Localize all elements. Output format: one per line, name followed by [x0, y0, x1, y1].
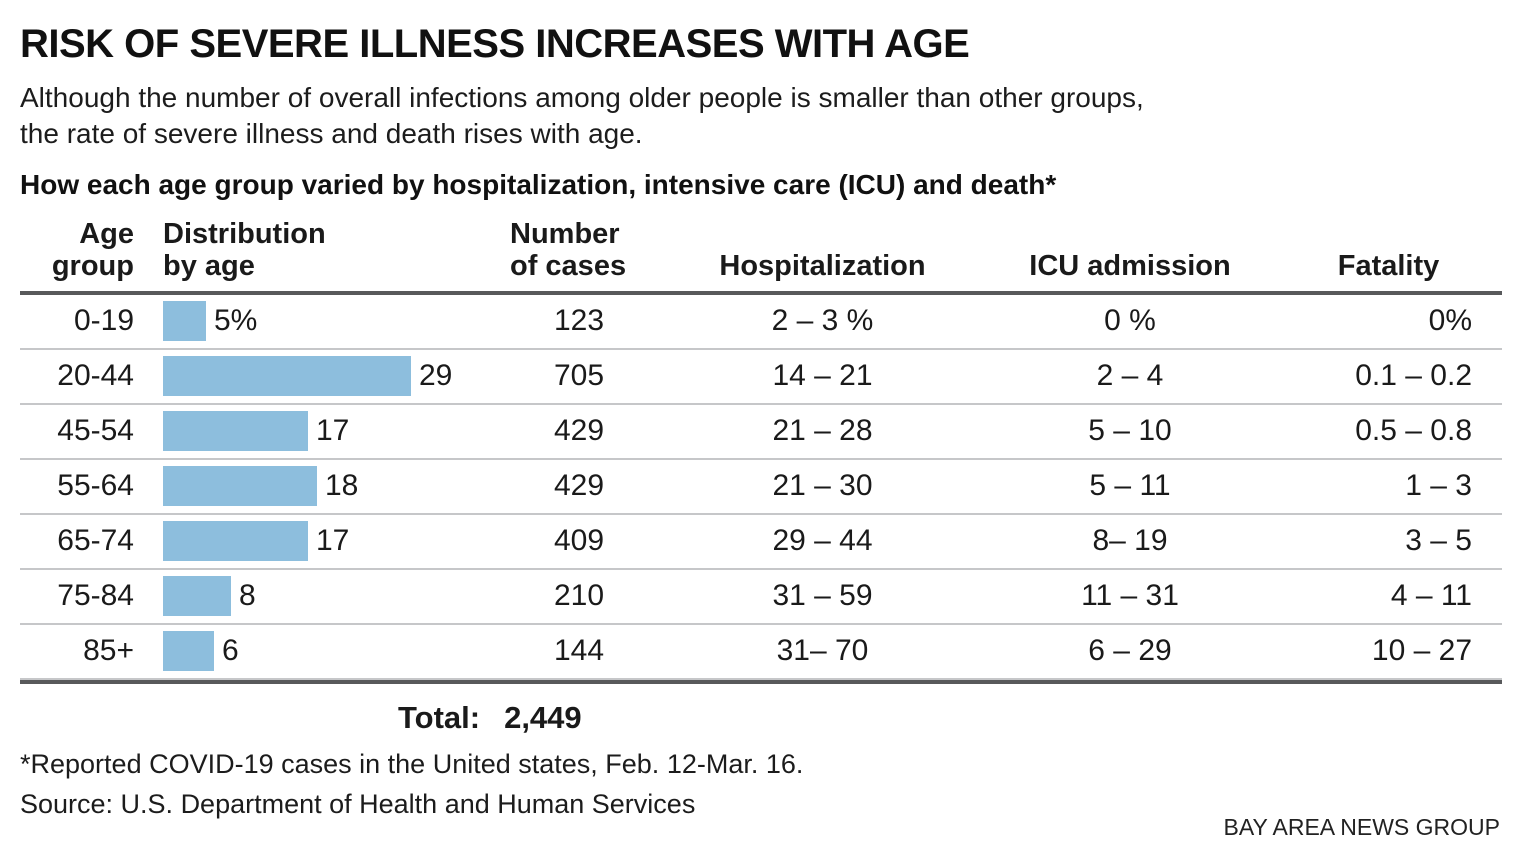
source-line: Source: U.S. Department of Health and Hu…	[20, 789, 696, 820]
footnote: *Reported COVID-19 cases in the United s…	[20, 748, 804, 779]
distribution-cell: 5%	[138, 301, 498, 342]
table-row: 75-84 8 210 31 – 59 11 – 31 4 – 11	[20, 570, 1502, 625]
infographic-page: RISK OF SEVERE ILLNESS INCREASES WITH AG…	[0, 24, 1526, 862]
age-group-label: 45-54	[57, 414, 134, 448]
hospitalization-value: 14 – 21	[772, 359, 873, 393]
hospitalization-value: 21 – 30	[772, 469, 873, 503]
age-group-label: 20-44	[57, 359, 134, 393]
cases-value: 123	[553, 304, 605, 338]
column-header-distribution: Distribution by age	[163, 217, 326, 283]
column-header-age-group: Age group	[51, 217, 134, 283]
table-row: 20-44 29 705 14 – 21 2 – 4 0.1 – 0.2	[20, 350, 1502, 405]
subtitle: Although the number of overall infection…	[20, 80, 1502, 153]
distribution-value: 5%	[214, 304, 258, 338]
distribution-bar	[163, 576, 231, 617]
fatality-value: 0.5 – 0.8	[1355, 414, 1472, 448]
age-group-label: 65-74	[57, 524, 134, 558]
table-row: 85+ 6 144 31– 70 6 – 29 10 – 27	[20, 625, 1502, 680]
distribution-cell: 29	[138, 356, 498, 397]
distribution-bar	[163, 466, 317, 507]
distribution-bar	[163, 411, 308, 452]
page-title: RISK OF SEVERE ILLNESS INCREASES WITH AG…	[20, 22, 970, 66]
table-heading: How each age group varied by hospitaliza…	[20, 168, 1057, 200]
fatality-value: 1 – 3	[1405, 469, 1472, 503]
column-header-icu-admission: ICU admission	[1029, 250, 1231, 283]
total-value: 2,449	[504, 699, 582, 735]
distribution-cell: 6	[138, 631, 498, 672]
distribution-cell: 17	[138, 521, 498, 562]
table-row: 45-54 17 429 21 – 28 5 – 10 0.5 – 0.8	[20, 405, 1502, 460]
age-group-label: 75-84	[57, 579, 134, 613]
hospitalization-value: 31– 70	[776, 634, 869, 668]
table-row: 65-74 17 409 29 – 44 8– 19 3 – 5	[20, 515, 1502, 570]
cases-value: 429	[553, 469, 605, 503]
hospitalization-value: 2 – 3 %	[771, 304, 874, 338]
distribution-value: 18	[325, 469, 359, 503]
fatality-value: 3 – 5	[1405, 524, 1472, 558]
fatality-value: 4 – 11	[1390, 579, 1472, 613]
cases-value: 705	[553, 359, 605, 393]
distribution-bar	[163, 631, 214, 672]
fatality-value: 10 – 27	[1371, 634, 1472, 668]
subtitle-line-1: Although the number of overall infection…	[20, 82, 1144, 113]
column-header-fatality: Fatality	[1337, 250, 1440, 283]
age-group-label: 0-19	[73, 304, 134, 338]
icu-value: 11 – 31	[1081, 579, 1179, 613]
distribution-bar	[163, 521, 308, 562]
cases-value: 429	[553, 414, 605, 448]
hospitalization-value: 31 – 59	[772, 579, 873, 613]
cases-value: 409	[553, 524, 605, 558]
table-row: 55-64 18 429 21 – 30 5 – 11 1 – 3	[20, 460, 1502, 515]
total-row: Total: 2,449	[20, 700, 1502, 736]
distribution-bar	[163, 301, 206, 342]
distribution-cell: 18	[138, 466, 498, 507]
footer-divider-rule	[20, 679, 1502, 684]
icu-value: 6 – 29	[1088, 634, 1172, 668]
fatality-value: 0%	[1428, 304, 1472, 338]
table-row: 0-19 5% 123 2 – 3 % 0 % 0%	[20, 295, 1502, 350]
distribution-value: 17	[316, 414, 350, 448]
fatality-value: 0.1 – 0.2	[1355, 359, 1472, 393]
table-header-row: Age group Distribution by age Number of …	[20, 213, 1502, 291]
distribution-value: 29	[419, 359, 453, 393]
distribution-value: 17	[316, 524, 350, 558]
icu-value: 5 – 10	[1088, 414, 1172, 448]
header-divider-rule	[20, 290, 1502, 295]
hospitalization-value: 21 – 28	[772, 414, 873, 448]
distribution-value: 6	[222, 634, 239, 668]
icu-value: 5 – 11	[1089, 469, 1171, 503]
total-label: Total:	[398, 699, 481, 735]
age-group-label: 55-64	[57, 469, 134, 503]
distribution-value: 8	[239, 579, 256, 613]
column-header-number-of-cases: Number of cases	[510, 217, 627, 283]
hospitalization-value: 29 – 44	[772, 524, 873, 558]
distribution-cell: 17	[138, 411, 498, 452]
cases-value: 144	[553, 634, 605, 668]
column-header-hospitalization: Hospitalization	[719, 250, 926, 283]
icu-value: 0 %	[1104, 304, 1156, 338]
cases-value: 210	[553, 579, 605, 613]
age-group-label: 85+	[83, 634, 134, 668]
distribution-cell: 8	[138, 576, 498, 617]
distribution-bar	[163, 356, 411, 397]
subtitle-line-2: the rate of severe illness and death ris…	[20, 118, 643, 150]
icu-value: 8– 19	[1092, 524, 1168, 558]
credit: BAY AREA NEWS GROUP	[1223, 814, 1500, 840]
icu-value: 2 – 4	[1096, 359, 1164, 393]
